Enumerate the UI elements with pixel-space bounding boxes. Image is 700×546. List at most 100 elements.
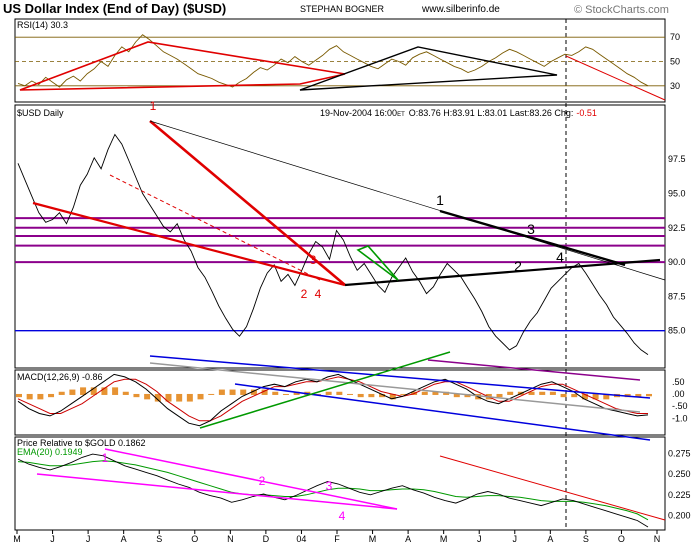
relative-price-line xyxy=(17,453,649,528)
macd-histogram-bar xyxy=(421,391,428,395)
macd-histogram-bar xyxy=(240,389,247,395)
macd-histogram-bar xyxy=(58,391,65,395)
x-axis-label: A xyxy=(547,534,553,544)
x-axis-label: D xyxy=(263,534,270,544)
macd-tick-label: .00 xyxy=(672,389,685,399)
macd-green-uptrend xyxy=(199,351,451,429)
red-decline-line xyxy=(149,120,346,286)
relative-wave-label: 4 xyxy=(339,509,346,523)
macd-histogram-bar xyxy=(229,389,236,395)
x-axis-label: A xyxy=(121,534,127,544)
macd-histogram-bar xyxy=(560,393,567,398)
macd-histogram-bar xyxy=(133,393,140,398)
price-tick-label: 85.0 xyxy=(668,326,686,336)
macd-histogram-bar xyxy=(197,393,204,400)
macd-histogram-bar xyxy=(496,393,503,398)
price-wave-label: 3 xyxy=(310,253,317,267)
relative-wave-label: 2 xyxy=(259,474,266,488)
macd-histogram-bar xyxy=(464,393,471,398)
price-tick-label: 95.0 xyxy=(668,188,686,198)
macd-histogram-bar xyxy=(453,393,460,398)
price-quote: 19-Nov-2004 16:00ET O:83.76 H:83.91 L:83.… xyxy=(320,108,597,118)
price-wave-label: 1 xyxy=(436,192,444,208)
relative-label: Price Relative to $GOLD 0.1862 xyxy=(17,438,146,448)
macd-histogram-bar xyxy=(325,391,332,395)
price-tick-label: 90.0 xyxy=(668,257,686,267)
rsi-line xyxy=(17,34,649,88)
macd-histogram-bar xyxy=(507,391,514,395)
x-axis-label: M xyxy=(13,534,21,544)
macd-tick-label: -1.0 xyxy=(672,413,688,423)
macd-blue-lower xyxy=(234,383,651,441)
copyright-label: © StockCharts.com xyxy=(574,4,669,16)
macd-line xyxy=(17,373,649,427)
macd-histogram-bar xyxy=(80,387,87,395)
green-flag xyxy=(356,245,399,281)
macd-histogram-bar xyxy=(400,393,407,395)
ema-label: EMA(20) 0.1949 xyxy=(17,447,83,457)
relative-tick-label: 0.225 xyxy=(668,490,691,500)
macd-histogram-bar xyxy=(282,393,289,395)
price-label: $USD Daily xyxy=(17,108,64,118)
price-wave-label: 2 xyxy=(514,258,522,274)
x-axis-label: O xyxy=(191,534,198,544)
chart-title: US Dollar Index (End of Day) ($USD) xyxy=(3,1,226,16)
x-axis-label: A xyxy=(405,534,411,544)
macd-histogram-bar xyxy=(208,393,215,395)
red-support-line xyxy=(32,201,346,287)
macd-histogram-bar xyxy=(37,393,44,400)
x-axis-label: M xyxy=(369,534,377,544)
macd-histogram-bar xyxy=(122,391,129,395)
macd-histogram-bar xyxy=(154,393,161,402)
x-axis-label: F xyxy=(334,534,340,544)
macd-histogram-bar xyxy=(581,393,588,400)
x-axis-label: J xyxy=(50,534,55,544)
macd-histogram-bar xyxy=(48,393,55,398)
macd-histogram-bar xyxy=(357,393,364,398)
macd-grey-channel xyxy=(149,362,641,413)
relative-red-downtrend xyxy=(439,455,666,521)
relative-wave-label: 3 xyxy=(326,479,333,493)
price-tick-label: 92.5 xyxy=(668,223,686,233)
macd-histogram-bar xyxy=(336,391,343,395)
price-wave-label: 4 xyxy=(315,287,322,301)
rsi-tick-label: 70 xyxy=(670,32,680,42)
black-uptrend-line xyxy=(344,258,661,287)
rsi-tick-label: 30 xyxy=(670,81,680,91)
x-axis-label: N xyxy=(227,534,234,544)
rsi-red-downtrend xyxy=(565,55,666,101)
macd-histogram-bar xyxy=(528,391,535,395)
macd-histogram-bar xyxy=(603,393,610,400)
price-tick-label: 87.5 xyxy=(668,291,686,301)
rsi-black-triangle xyxy=(299,46,558,91)
author-label: STEPHAN BOGNER xyxy=(300,4,385,14)
price-wave-label: 3 xyxy=(527,221,535,237)
macd-histogram-bar xyxy=(347,393,354,395)
macd-histogram-bar xyxy=(592,393,599,400)
macd-histogram-bar xyxy=(389,393,396,400)
magenta-lower-line xyxy=(36,473,398,510)
macd-histogram-bar xyxy=(539,391,546,395)
magenta-upper-line xyxy=(104,448,398,510)
x-axis-label: M xyxy=(440,534,448,544)
macd-tick-label: -.50 xyxy=(672,401,688,411)
macd-histogram-bar xyxy=(549,391,556,395)
macd-histogram-bar xyxy=(176,393,183,402)
macd-histogram-bar xyxy=(250,389,257,395)
relative-tick-label: 0.250 xyxy=(668,469,691,479)
relative-tick-label: 0.200 xyxy=(668,511,691,521)
x-axis-label: J xyxy=(86,534,91,544)
macd-histogram-bar xyxy=(16,393,22,398)
black-downtrend-line xyxy=(439,209,626,267)
macd-histogram-bar xyxy=(261,389,268,395)
macd-histogram-bar xyxy=(293,391,300,395)
relative-wave-label: 1 xyxy=(102,451,109,465)
macd-histogram-bar xyxy=(101,387,108,395)
rsi-panel xyxy=(14,18,666,103)
macd-histogram-bar xyxy=(144,393,151,400)
relative-ema-line xyxy=(17,460,649,521)
x-axis-label: O xyxy=(618,534,625,544)
macd-histogram-bar xyxy=(112,387,119,395)
macd-histogram-bar xyxy=(272,391,279,395)
